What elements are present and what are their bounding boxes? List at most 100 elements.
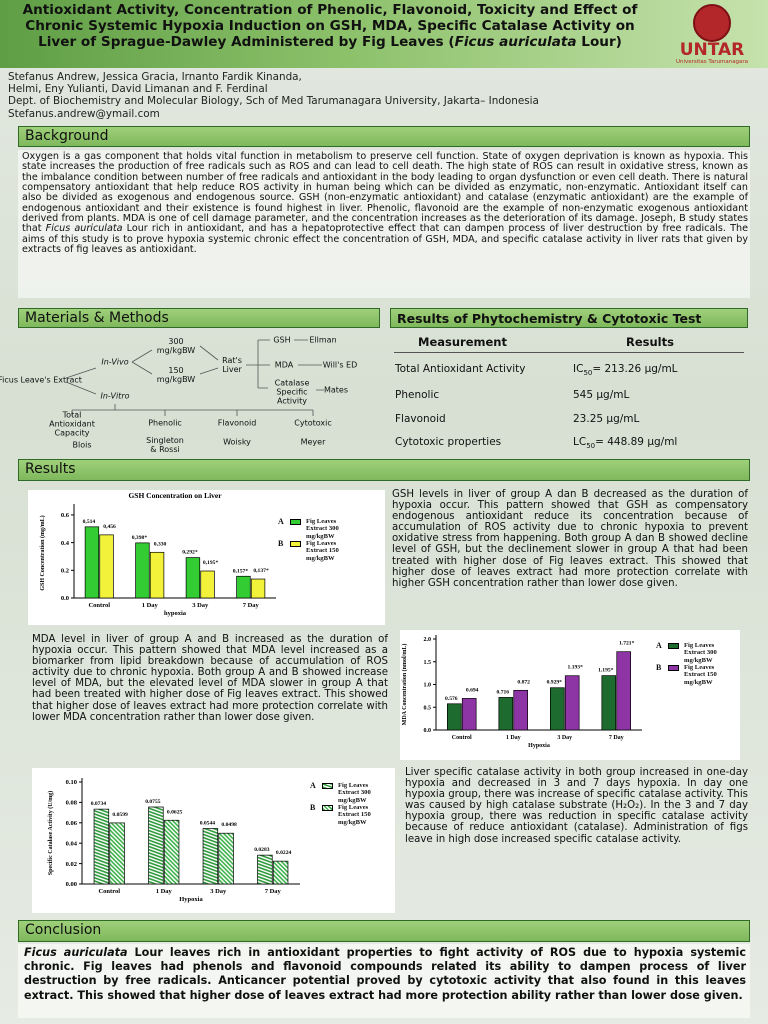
legend-item: A Fig Leaves Extract 300 mg/kgBW: [310, 781, 400, 804]
y-axis-label: MDA Concentration (nmol/mL): [401, 644, 408, 726]
y-tick-label: 0.0: [424, 728, 432, 734]
bar: [149, 551, 165, 599]
legend-item: A Fig Leaves Extract 300 mg/kgBW: [656, 641, 746, 664]
y-axis-label: Specific Catalase Activity (U/mg): [47, 791, 54, 875]
value-label: 0.929*: [547, 680, 563, 686]
value-label: 0.0283: [254, 847, 270, 853]
legend-swatch: [322, 783, 333, 789]
value-label: 0,456: [103, 524, 116, 530]
legend-key: A: [278, 517, 284, 526]
bar: [616, 651, 632, 731]
bar: [109, 822, 125, 885]
italic-text: Ficus auriculata: [45, 223, 123, 235]
legend-label: Fig Leaves Extract 150 mg/kgBW: [306, 540, 339, 562]
bar: [513, 689, 529, 731]
node: Cytotoxic: [294, 418, 332, 428]
title-text: Lour): [576, 34, 622, 50]
paragraph: GSH levels in liver of group A dan B dec…: [392, 489, 748, 589]
author-line: Dept. of Biochemistry and Molecular Biol…: [8, 95, 539, 108]
legend-label: Fig Leaves Extract 150 mg/kgBW: [338, 804, 371, 826]
x-tick-label: 1 Day: [142, 602, 159, 609]
bar: [446, 703, 462, 731]
node: Catalase Specific Activity: [274, 378, 310, 406]
bar: [202, 828, 219, 885]
methods-diagram: Ficus Leave's Extract In-Vivo In-Vitro 3…: [0, 330, 380, 456]
bar: [498, 697, 514, 731]
y-tick-label: 0.00: [66, 881, 77, 888]
legend-label: Fig Leaves Extract 300 mg/kgBW: [306, 518, 339, 540]
bar: [250, 578, 266, 599]
title: Antioxidant Activity, Concentration of P…: [10, 2, 650, 50]
bar: [601, 675, 617, 731]
cell-text: = 448.89 µg/ml: [595, 436, 678, 448]
node: In-Vivo: [101, 357, 129, 367]
value-label: 1.193*: [568, 665, 584, 671]
connector: [71, 404, 314, 416]
section-heading: Results of Phytochemistry & Cytotoxic Te…: [397, 311, 702, 326]
panel: [18, 944, 750, 1018]
x-tick-label: Control: [88, 602, 110, 609]
section-bar: Conclusion: [18, 920, 750, 942]
node: In-Vitro: [100, 391, 130, 401]
x-tick-label: Control: [98, 888, 120, 895]
y-tick-label: 2.0: [424, 637, 432, 643]
legend-key: B: [310, 803, 316, 812]
legend-swatch: [290, 541, 301, 547]
logo-sub: Universitas Tarumanagara: [675, 59, 749, 65]
bar: [200, 570, 215, 599]
y-tick-label: 1.5: [424, 660, 432, 666]
x-tick-label: 7 Day: [243, 602, 260, 609]
cell: Phenolic: [395, 389, 440, 401]
legend-key: B: [278, 539, 284, 548]
cell: Total Antioxidant Activity: [395, 363, 526, 375]
y-tick-label: 0.0: [61, 595, 69, 602]
value-label: 0.872: [517, 679, 530, 685]
node: Mates: [323, 385, 349, 395]
value-label: 0.0544: [200, 821, 216, 827]
chart-title: GSH Concentration on Liver: [128, 491, 222, 500]
node: Woisky: [223, 437, 251, 447]
node: Meyer: [300, 437, 326, 447]
value-label: 0,330: [154, 541, 167, 547]
node: Rat's Liver: [222, 356, 242, 374]
bar: [549, 687, 565, 731]
header: Antioxidant Activity, Concentration of P…: [0, 0, 768, 68]
logo-name: UNTAR: [679, 40, 745, 60]
legend-label: Fig Leaves Extract 150 mg/kgBW: [684, 664, 717, 686]
value-label: 0,292*: [182, 550, 198, 556]
title-italic: Ficus auriculata: [454, 34, 577, 50]
bar: [148, 806, 164, 885]
subscript: 50: [586, 442, 596, 451]
node: 300 mg/kgBW: [156, 337, 196, 355]
node: GSH: [273, 335, 291, 345]
cell: 545 µg/mL: [573, 389, 630, 401]
y-tick-label: 0.08: [66, 800, 78, 807]
x-tick-label: 3 Day: [557, 735, 572, 741]
value-label: 0.0498: [221, 822, 237, 828]
bar: [461, 698, 477, 731]
legend-item: B Fig Leaves Extract 150 mg/kgBW: [656, 663, 746, 686]
y-tick-label: 1.0: [424, 683, 432, 689]
x-tick-label: Control: [452, 735, 472, 741]
y-tick-label: 0.6: [61, 512, 70, 519]
y-tick-label: 0.5: [424, 705, 432, 711]
section-heading: Materials & Methods: [25, 310, 169, 326]
author-line: Helmi, Eny Yulianti, David Limanan and F…: [8, 83, 268, 96]
y-axis-label: GSH Concentration (mg/mL): [39, 515, 46, 590]
bar: [564, 675, 580, 731]
legend-item: B Fig Leaves Extract 150 mg/kgBW: [278, 539, 368, 562]
node: Will's ED: [322, 360, 358, 370]
section-bar: Results: [18, 459, 750, 481]
value-label: 0.0755: [145, 799, 161, 805]
paragraph: Liver specific catalase activity in both…: [405, 767, 748, 845]
node: MDA: [274, 360, 294, 370]
chart-svg: GSH Concentration on Liver 0.0 0.2 0.4 0.6 GS…: [39, 491, 276, 617]
value-label: 0.694: [466, 687, 479, 693]
node: Flavonoid: [217, 418, 257, 428]
chart: GSH Concentration on Liver 0.0 0.2 0.4 0.6 GS…: [28, 490, 385, 625]
x-tick-label: 1 Day: [156, 888, 173, 895]
connector: [199, 345, 219, 375]
node: 150 mg/kgBW: [156, 366, 196, 384]
bar: [257, 854, 273, 885]
y-tick-label: 0.04: [66, 840, 78, 847]
